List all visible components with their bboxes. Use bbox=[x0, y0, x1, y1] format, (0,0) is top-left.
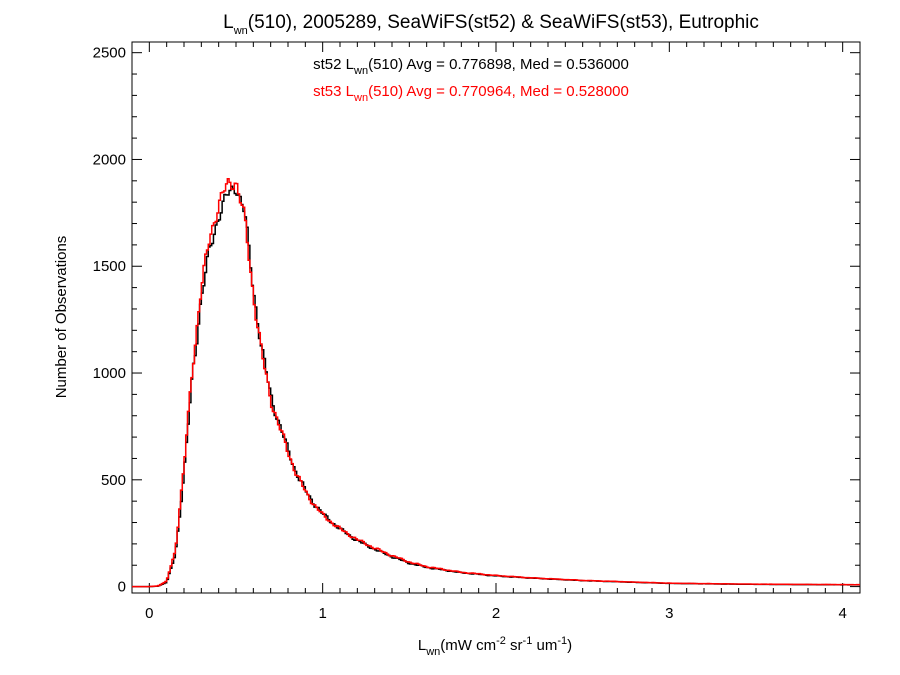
y-tick-label: 2500 bbox=[93, 45, 126, 62]
x-tick-label: 0 bbox=[145, 605, 153, 622]
annotation-st53-prefix: st53 L bbox=[313, 83, 354, 100]
y-tick-label: 500 bbox=[101, 472, 126, 489]
annotation-st52-subscript: wn bbox=[353, 65, 368, 77]
x-axis-label: Lwn(mW cm-2 sr-1 um-1) bbox=[418, 635, 572, 658]
x-axis-label-end: ) bbox=[567, 637, 572, 654]
x-axis-label-units: (mW cm bbox=[440, 637, 496, 654]
x-axis-label-subscript: wn bbox=[425, 646, 440, 658]
series-group bbox=[132, 178, 860, 588]
chart-title: Lwn(510), 2005289, SeaWiFS(st52) & SeaWi… bbox=[223, 12, 759, 37]
y-tick-label: 0 bbox=[118, 579, 126, 596]
annotation-st52: st52 Lwn(510) Avg = 0.776898, Med = 0.53… bbox=[313, 56, 629, 77]
y-axis-label: Number of Observations bbox=[53, 236, 70, 399]
x-tick-label: 3 bbox=[665, 605, 673, 622]
x-axis-label-sup2: -1 bbox=[523, 635, 533, 647]
y-tick-label: 1000 bbox=[93, 365, 126, 382]
x-tick-label: 2 bbox=[492, 605, 500, 622]
annotation-st52-suffix: (510) Avg = 0.776898, Med = 0.536000 bbox=[368, 56, 629, 73]
title-prefix: L bbox=[223, 12, 234, 33]
y-tick-label: 1500 bbox=[93, 258, 126, 275]
x-axis-ticks: 0 1 2 3 4 bbox=[145, 42, 847, 622]
x-axis-label-sup1: -2 bbox=[496, 635, 506, 647]
series-line-st53 bbox=[132, 178, 860, 588]
x-axis-label-sup3: -1 bbox=[557, 635, 567, 647]
title-subscript: wn bbox=[233, 25, 248, 37]
annotation-st53-suffix: (510) Avg = 0.770964, Med = 0.528000 bbox=[368, 83, 629, 100]
x-axis-label-mid: sr bbox=[506, 637, 523, 654]
title-suffix: (510), 2005289, SeaWiFS(st52) & SeaWiFS(… bbox=[248, 12, 759, 33]
annotation-st53: st53 Lwn(510) Avg = 0.770964, Med = 0.52… bbox=[313, 83, 629, 104]
y-axis-ticks: 0 500 1000 1500 2000 2500 bbox=[93, 45, 860, 596]
x-axis-label-mid2: um bbox=[532, 637, 557, 654]
annotation-st52-prefix: st52 L bbox=[313, 56, 354, 73]
x-tick-label: 1 bbox=[318, 605, 326, 622]
annotation-st53-subscript: wn bbox=[353, 92, 368, 104]
x-tick-label: 4 bbox=[838, 605, 846, 622]
y-tick-label: 2000 bbox=[93, 151, 126, 168]
x-axis-label-prefix: L bbox=[418, 637, 426, 654]
